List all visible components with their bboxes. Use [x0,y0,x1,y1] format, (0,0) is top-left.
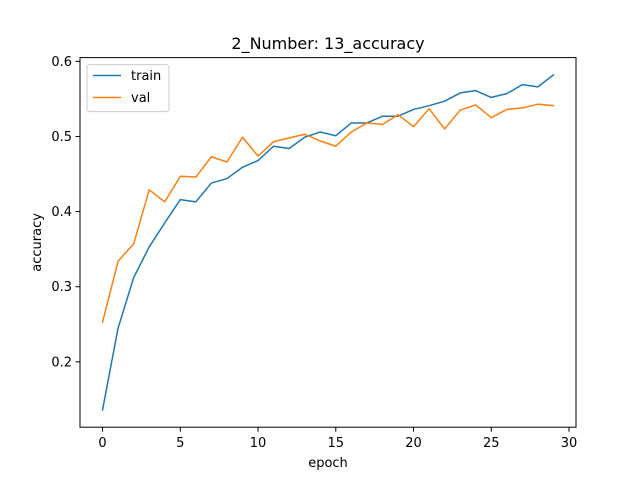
x-tick-label: 25 [483,436,500,451]
y-axis-label: accuracy [30,213,45,272]
x-tick-label: 30 [561,436,578,451]
legend-label-val: val [131,91,150,106]
legend-label-train: train [131,69,161,84]
legend-box [86,64,170,113]
y-axis-ticks: 0.2 0.3 0.4 0.5 0.6 [51,55,80,370]
x-tick-label: 10 [250,436,267,451]
y-tick-label: 0.2 [51,355,72,370]
series-layer [101,73,555,411]
x-axis-label: epoch [308,456,348,471]
x-tick-label: 0 [98,436,106,451]
y-tick-label: 0.5 [51,130,72,145]
series-line-val [101,103,555,323]
x-axis-ticks: 0 5 10 15 20 25 30 [98,427,577,451]
y-tick-label: 0.6 [51,55,72,70]
x-tick-label: 5 [176,436,184,451]
plot-area-frame [79,57,577,428]
x-tick-label: 15 [328,436,345,451]
legend-items: train val [93,69,161,106]
y-tick-label: 0.3 [51,280,72,295]
y-tick-label: 0.4 [51,205,72,220]
series-line-train [101,73,555,411]
legend: train val [86,64,170,113]
x-tick-label: 20 [405,436,422,451]
chart-title: 2_Number: 13_accuracy [231,34,424,54]
